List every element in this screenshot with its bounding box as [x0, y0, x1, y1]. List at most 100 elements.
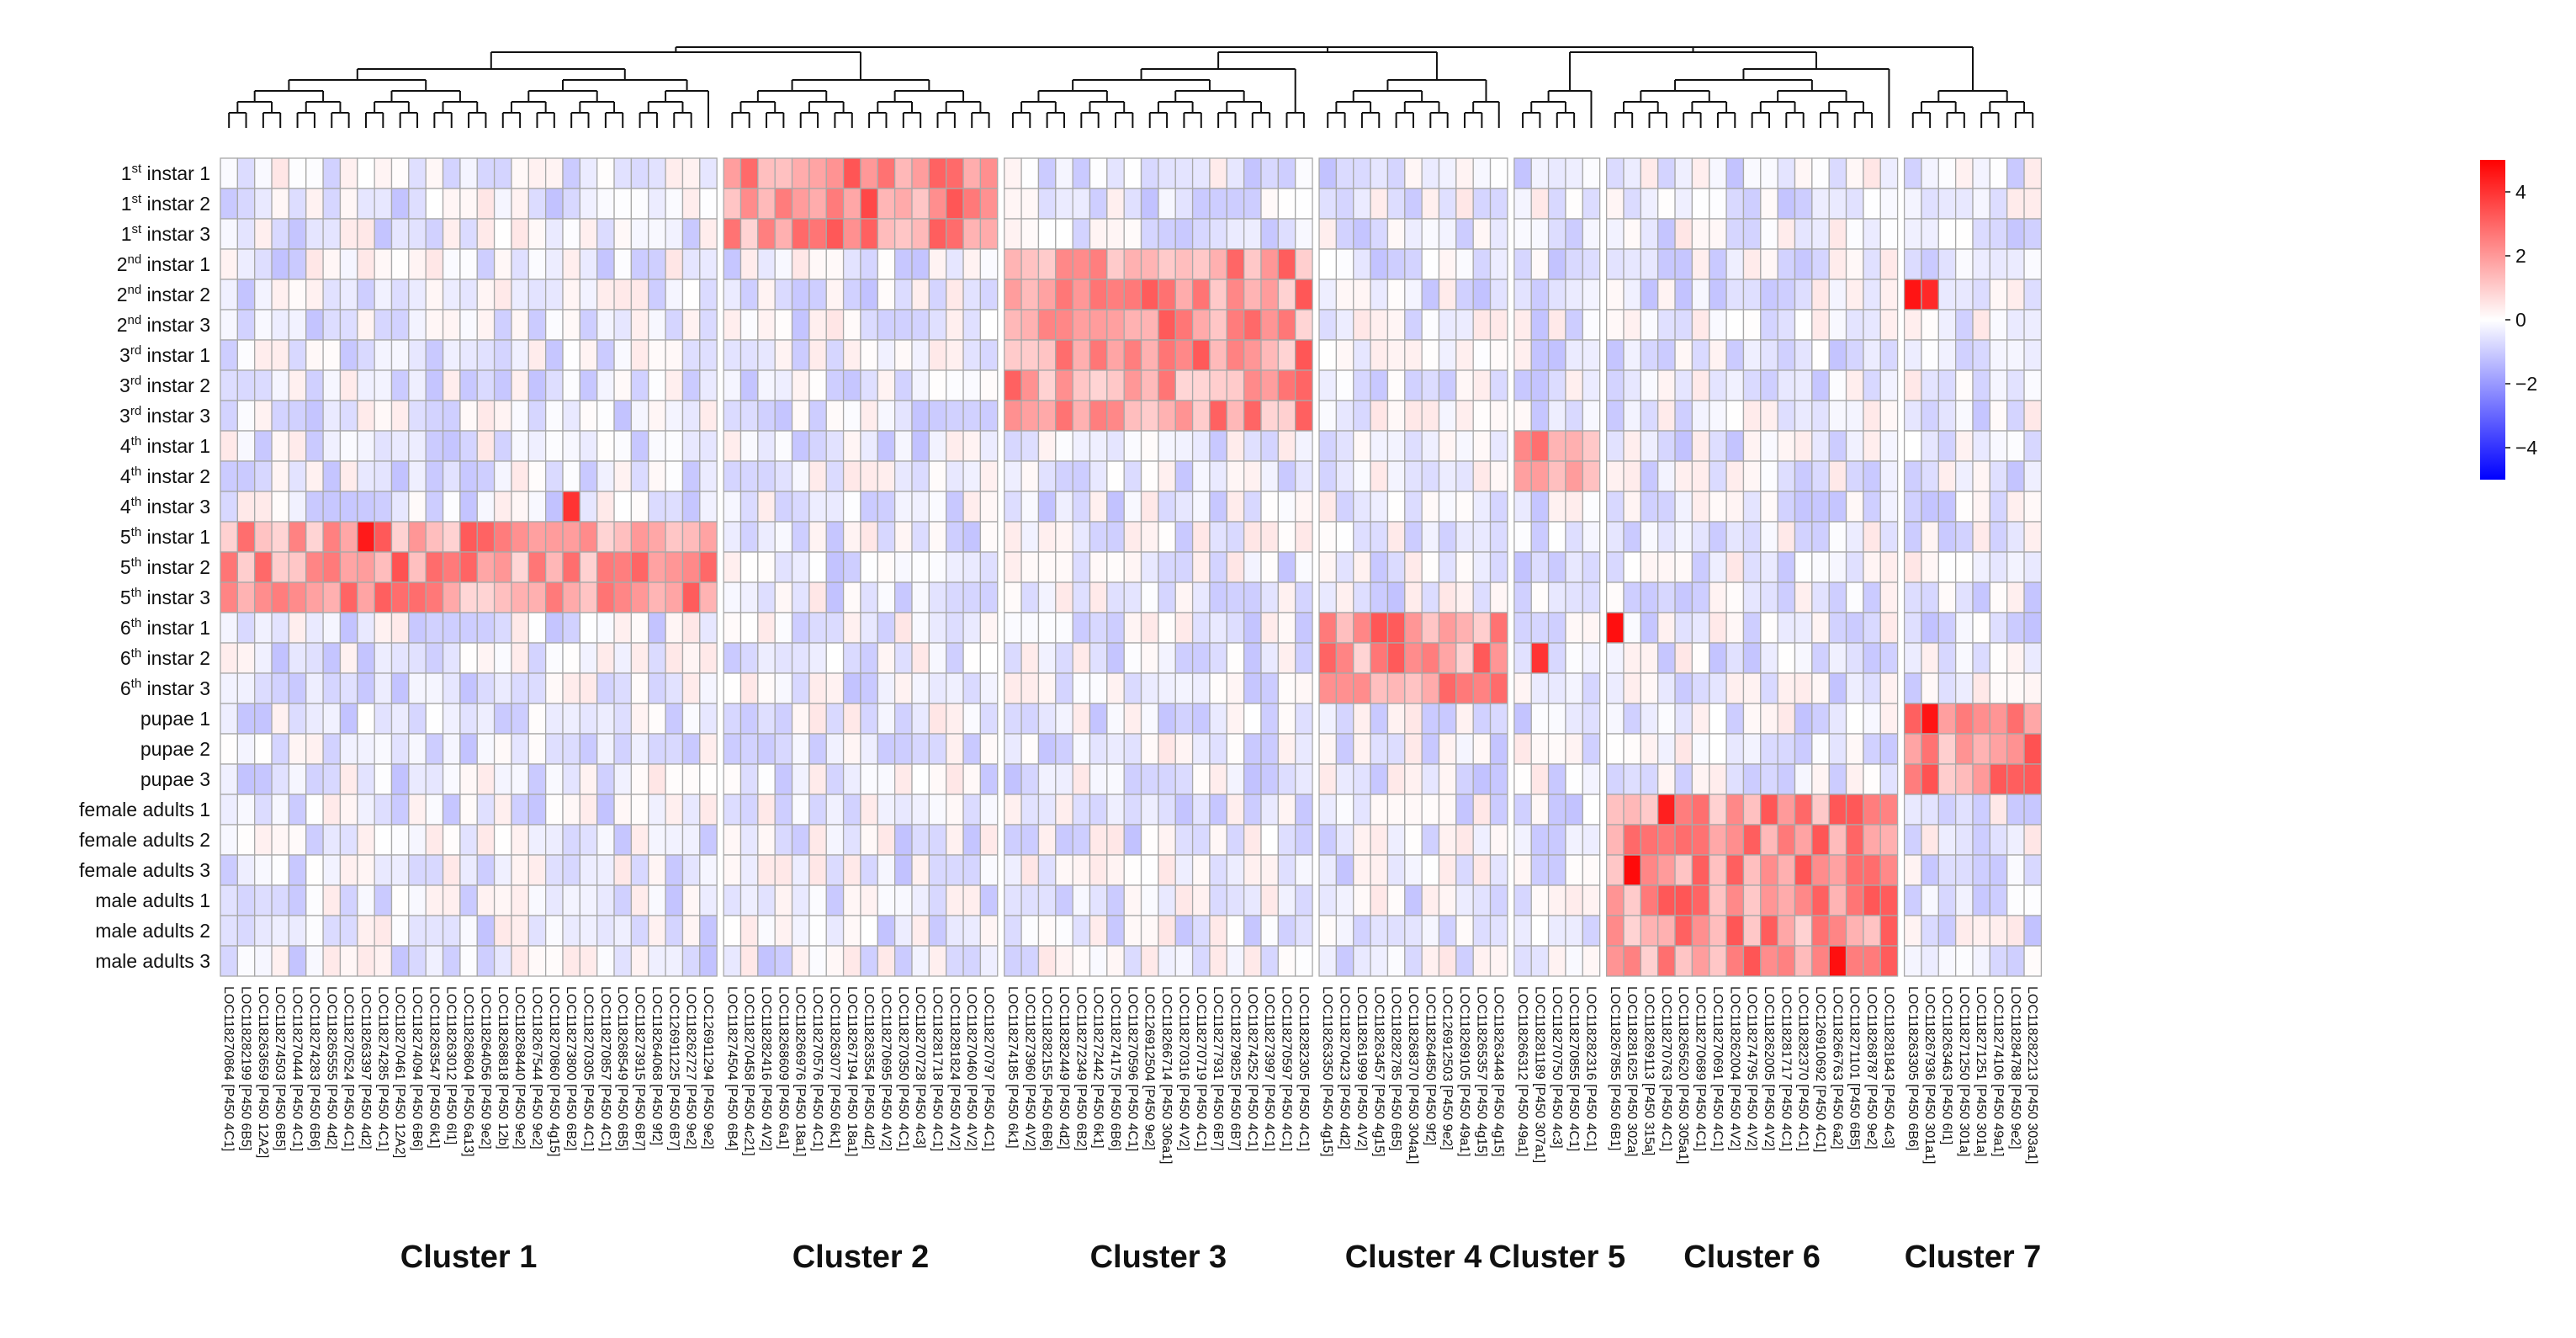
heatmap-cell: [1547, 551, 1566, 583]
heatmap-cell: [1691, 854, 1710, 886]
heatmap-cell: [1530, 157, 1550, 189]
heatmap-cell: [877, 642, 896, 674]
column-label: LOC118266763 [P450 6a2]: [1830, 986, 1844, 1150]
heatmap-cell: [1353, 763, 1371, 795]
heatmap-cell: [1794, 794, 1813, 826]
heatmap-cell: [2023, 279, 2043, 311]
heatmap-cell: [1421, 824, 1440, 856]
heatmap-cell: [596, 248, 615, 280]
heatmap-cell: [946, 672, 964, 704]
heatmap-cell: [665, 430, 684, 462]
heatmap-cell: [860, 400, 878, 432]
heatmap-cell: [825, 703, 845, 735]
heatmap-cell: [1140, 400, 1159, 432]
heatmap-cell: [774, 279, 793, 311]
heatmap-cell: [1353, 157, 1371, 189]
heatmap-cell: [894, 794, 913, 826]
heatmap-cell: [1404, 460, 1423, 492]
heatmap-cell: [1472, 733, 1492, 765]
heatmap-cell: [1879, 188, 1899, 220]
heatmap-cell: [1794, 672, 1813, 704]
heatmap-cell: [579, 157, 598, 189]
heatmap-cell: [1089, 188, 1108, 220]
heatmap-cell: [1226, 733, 1245, 765]
heatmap-cell: [1072, 824, 1091, 856]
heatmap-cell: [723, 400, 742, 432]
heatmap-cell: [374, 733, 393, 765]
heatmap-cell: [288, 612, 307, 644]
heatmap-cell: [493, 945, 512, 977]
heatmap-cell: [236, 733, 256, 765]
heatmap-cell: [1582, 551, 1601, 583]
heatmap-cell: [648, 157, 666, 189]
heatmap-cell: [236, 763, 256, 795]
heatmap-cell: [1226, 430, 1245, 462]
heatmap-cell: [254, 309, 273, 341]
heatmap-cell: [408, 430, 427, 462]
heatmap-cell: [894, 339, 913, 371]
heatmap-cell: [1386, 703, 1406, 735]
heatmap-cell: [1606, 400, 1625, 432]
heatmap-cell: [1037, 188, 1057, 220]
heatmap-cell: [596, 430, 615, 462]
heatmap-cell: [271, 945, 290, 977]
heatmap-cell: [1879, 279, 1899, 311]
heatmap-cell: [1226, 491, 1245, 523]
heatmap-cell: [1903, 703, 1922, 735]
heatmap-cell: [962, 672, 982, 704]
heatmap-cell: [1055, 491, 1073, 523]
heatmap-cell: [681, 703, 701, 735]
heatmap-cell: [1295, 763, 1313, 795]
heatmap-cell: [928, 703, 947, 735]
heatmap-cell: [723, 945, 742, 977]
heatmap-cell: [1513, 339, 1532, 371]
heatmap-cell: [442, 400, 461, 432]
heatmap-cell: [946, 339, 964, 371]
heatmap-cell: [894, 915, 913, 947]
heatmap-cell: [1547, 460, 1566, 492]
heatmap-cell: [1089, 612, 1108, 644]
heatmap-cell: [390, 672, 410, 704]
heatmap-cell: [459, 188, 478, 220]
heatmap-cell: [928, 581, 947, 613]
heatmap-cell: [1547, 612, 1566, 644]
heatmap-cell: [1421, 703, 1440, 735]
heatmap-cell: [425, 369, 444, 401]
heatmap-cell: [808, 400, 827, 432]
heatmap-cell: [1191, 733, 1211, 765]
heatmap-cell: [791, 218, 810, 250]
heatmap-cell: [254, 612, 273, 644]
heatmap-cell: [1335, 551, 1354, 583]
heatmap-cell: [1174, 491, 1194, 523]
heatmap-cell: [1954, 824, 1974, 856]
heatmap-cell: [1777, 763, 1796, 795]
heatmap-cell: [1828, 430, 1847, 462]
heatmap-cell: [357, 279, 375, 311]
heatmap-cell: [1472, 824, 1492, 856]
heatmap-cell: [1530, 703, 1550, 735]
heatmap-cell: [579, 824, 598, 856]
heatmap-cell: [1106, 248, 1125, 280]
heatmap-cell: [1455, 854, 1474, 886]
heatmap-cell: [236, 218, 256, 250]
heatmap-cell: [322, 703, 342, 735]
heatmap-cell: [723, 854, 742, 886]
heatmap-cell: [1725, 460, 1745, 492]
heatmap-cell: [339, 491, 358, 523]
heatmap-cell: [1209, 460, 1227, 492]
heatmap-cell: [1972, 824, 1991, 856]
heatmap-cell: [1318, 400, 1338, 432]
heatmap-cell: [1921, 884, 1939, 916]
heatmap-cell: [1989, 703, 2008, 735]
heatmap-cell: [545, 369, 564, 401]
heatmap-cell: [630, 369, 649, 401]
heatmap-cell: [877, 672, 896, 704]
heatmap-cell: [1489, 824, 1508, 856]
heatmap-cell: [648, 945, 666, 977]
heatmap-cell: [825, 248, 845, 280]
heatmap-cell: [1106, 581, 1125, 613]
heatmap-cell: [842, 884, 861, 916]
heatmap-cell: [408, 884, 427, 916]
row-label: 5th instar 1: [120, 525, 210, 548]
heatmap-cell: [1903, 218, 1922, 250]
